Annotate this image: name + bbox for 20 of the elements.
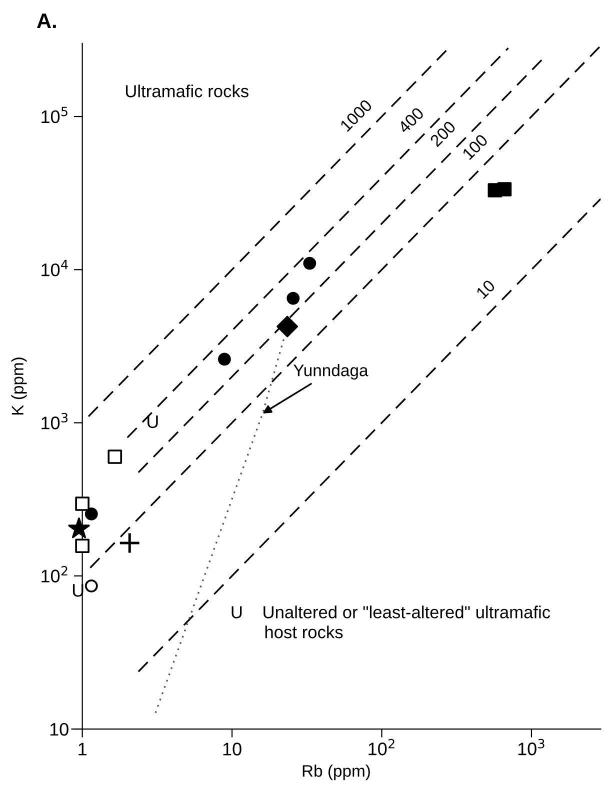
- y-tick-label: 10$^{3}$: [42, 412, 68, 430]
- y-axis-title: K (ppm): [11, 358, 27, 414]
- y-tick-label: 10$^{2}$: [42, 566, 68, 582]
- annotation: U Unaltered or "least-altered" ultramafic host rocks: [232, 606, 550, 638]
- chart-title: A.: [37, 14, 56, 28]
- y-tick-label: 10$^{5}$: [42, 106, 68, 124]
- text: 400: [397, 106, 425, 134]
- y-tick-label: 10$^{4}$: [42, 260, 68, 276]
- x-tick-label: 10: [223, 742, 242, 756]
- annotation: U: [148, 416, 158, 428]
- x-tick-label: 10$^{2}$: [368, 738, 394, 756]
- text: 100: [462, 134, 488, 160]
- annotation: Yunndaga: [294, 364, 368, 380]
- text: 200: [429, 120, 456, 148]
- x-axis-title: Rb (ppm): [302, 764, 370, 780]
- annotation: Ultramafic rocks: [126, 84, 248, 98]
- x-tick-label: 1: [78, 742, 86, 756]
- x-tick-label: 10$^{3}$: [518, 738, 544, 756]
- y-tick-label: 10: [50, 722, 68, 736]
- text: 10: [476, 279, 496, 300]
